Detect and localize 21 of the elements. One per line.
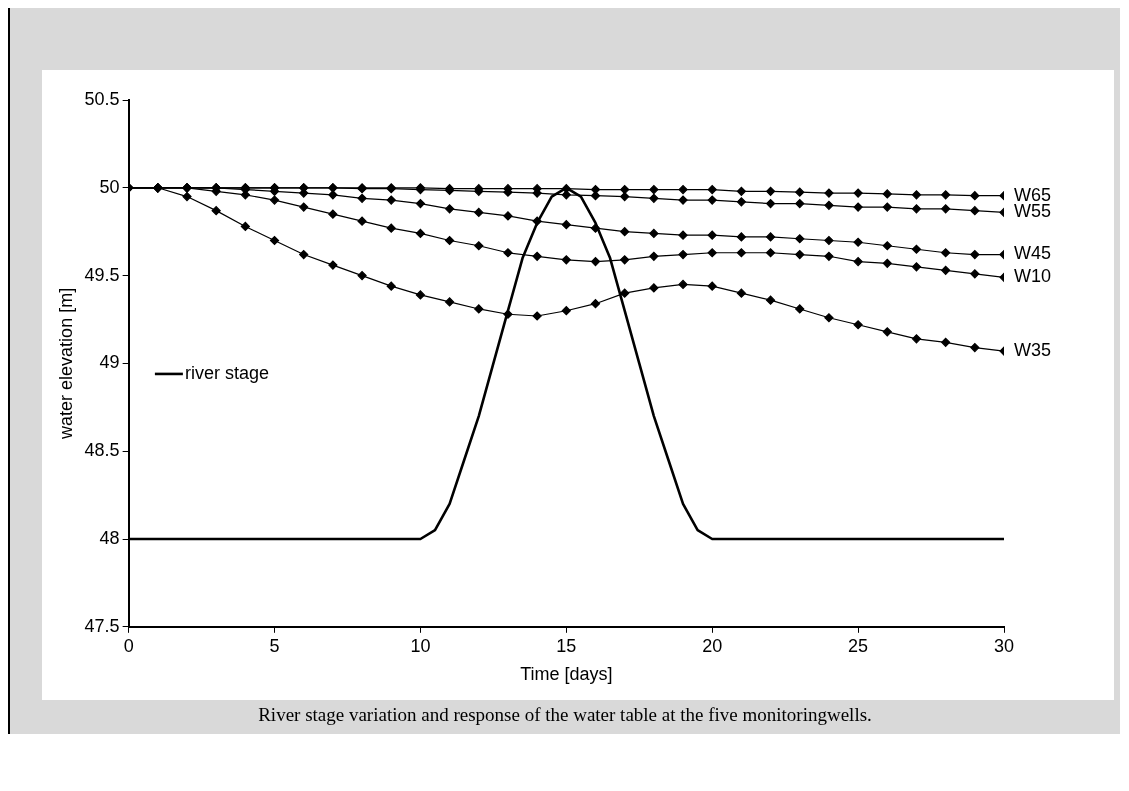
x-tick-label: 25 bbox=[848, 635, 869, 656]
series-label: W35 bbox=[1014, 340, 1052, 361]
x-tick-label: 15 bbox=[556, 635, 577, 656]
y-tick-label: 49 bbox=[99, 352, 120, 373]
y-tick-label: 50 bbox=[99, 176, 120, 197]
series-label: W45 bbox=[1014, 243, 1052, 264]
y-tick-label: 48.5 bbox=[84, 440, 120, 461]
x-tick-label: 10 bbox=[410, 635, 431, 656]
x-tick-label: 20 bbox=[702, 635, 723, 656]
x-axis-title: Time [days] bbox=[520, 664, 613, 685]
y-tick-label: 50.5 bbox=[84, 88, 120, 109]
y-tick-label: 48 bbox=[99, 527, 120, 548]
y-tick-label: 47.5 bbox=[84, 615, 120, 636]
x-tick-label: 0 bbox=[123, 635, 134, 656]
x-tick-label: 5 bbox=[269, 635, 280, 656]
x-tick-label: 30 bbox=[993, 635, 1015, 656]
y-axis-title: water elevation [m] bbox=[55, 287, 76, 440]
series-label: W10 bbox=[1014, 266, 1052, 287]
legend-label: river stage bbox=[184, 362, 269, 383]
text: River stage variation and response of the water table at the five monitoringwells. bbox=[257, 703, 873, 727]
y-tick-label: 49.5 bbox=[84, 264, 120, 285]
